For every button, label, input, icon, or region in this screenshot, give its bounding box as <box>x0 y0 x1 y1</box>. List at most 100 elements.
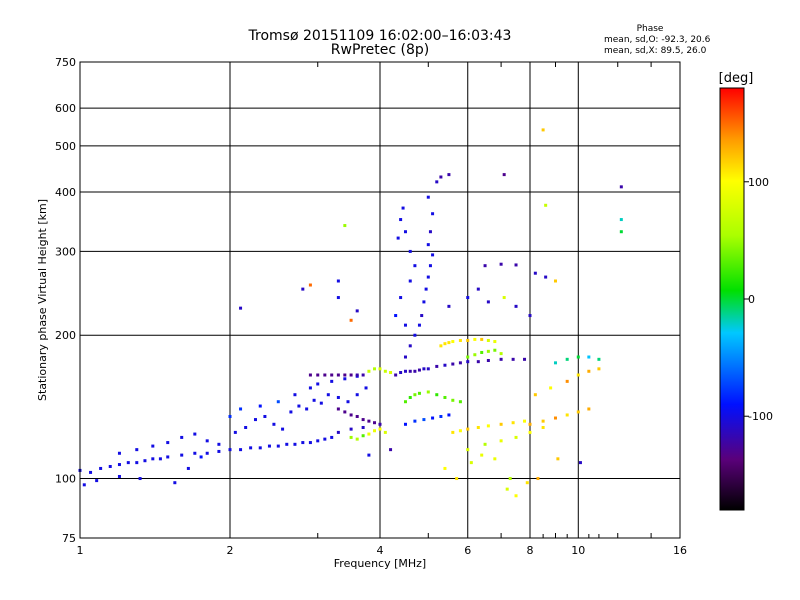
data-point <box>293 442 297 446</box>
data-point <box>367 369 371 373</box>
data-point <box>486 424 490 428</box>
data-point <box>408 369 412 373</box>
data-point <box>349 373 353 377</box>
data-point <box>326 393 330 397</box>
y-tick-label: 75 <box>62 532 76 545</box>
data-point <box>403 355 407 359</box>
data-point <box>422 418 426 422</box>
data-point <box>228 414 232 418</box>
data-point <box>373 367 377 371</box>
phase-colorbar <box>719 87 745 511</box>
data-point <box>597 357 601 361</box>
data-point <box>408 279 412 283</box>
data-point <box>383 369 387 373</box>
data-point <box>399 296 403 300</box>
data-point <box>447 341 451 345</box>
data-point <box>431 416 435 420</box>
colorbar-ticks: 100 0 -100 <box>744 176 773 423</box>
data-point <box>343 410 347 414</box>
data-point <box>233 430 237 434</box>
data-point <box>619 185 623 189</box>
data-point <box>166 441 170 445</box>
data-point <box>289 410 293 414</box>
data-point <box>316 382 320 386</box>
data-point <box>533 271 537 275</box>
data-point <box>343 224 347 228</box>
data-point <box>308 386 312 390</box>
data-point <box>466 296 470 300</box>
data-point <box>466 338 470 342</box>
data-point <box>193 451 197 455</box>
data-point <box>541 425 545 429</box>
data-point <box>428 230 432 234</box>
data-point <box>499 352 503 356</box>
data-point <box>361 418 365 422</box>
data-point <box>435 393 439 397</box>
data-point <box>217 442 221 446</box>
data-point <box>186 466 190 470</box>
data-point <box>180 453 184 457</box>
x-tick-label: 6 <box>464 544 471 557</box>
chart-title: Tromsø 20151109 16:02:00–16:03:43 <box>248 28 512 44</box>
data-point <box>301 441 305 445</box>
data-point <box>502 173 506 177</box>
data-point <box>417 391 421 395</box>
data-point <box>576 355 580 359</box>
data-point <box>166 455 170 459</box>
data-point <box>426 195 430 199</box>
data-point <box>576 373 580 377</box>
data-point <box>396 236 400 240</box>
data-point <box>205 439 209 443</box>
data-point <box>293 393 297 397</box>
data-point <box>508 477 512 481</box>
data-point <box>285 442 289 446</box>
data-point <box>466 427 470 431</box>
data-point <box>336 395 340 399</box>
data-point <box>394 373 398 377</box>
y-tick-label: 500 <box>55 140 76 153</box>
data-point <box>514 263 518 267</box>
data-point <box>426 243 430 247</box>
data-point <box>435 364 439 368</box>
grid-lines <box>80 62 680 538</box>
y-tick-label: 400 <box>55 186 76 199</box>
data-point <box>480 337 484 341</box>
data-point <box>528 314 532 318</box>
data-point <box>422 367 426 371</box>
data-point <box>267 444 271 448</box>
data-point <box>576 410 580 414</box>
data-point <box>336 407 340 411</box>
data-point <box>431 212 435 216</box>
data-point <box>556 457 560 461</box>
data-point <box>323 373 327 377</box>
data-point <box>330 379 334 383</box>
data-point <box>135 461 139 465</box>
data-point <box>301 287 305 291</box>
data-point <box>249 446 253 450</box>
data-point <box>346 400 350 404</box>
data-point <box>312 398 316 402</box>
data-point <box>361 425 365 429</box>
data-point <box>499 262 503 266</box>
colorbar-tick-label: 100 <box>748 176 769 189</box>
data-point <box>428 264 432 268</box>
phase-heading: Phase <box>637 24 664 34</box>
data-point <box>117 474 121 478</box>
data-point <box>180 435 184 439</box>
data-point <box>394 314 398 318</box>
data-point <box>451 398 455 402</box>
data-point <box>511 421 515 425</box>
chart-subtitle: RwPretec (8p) <box>331 42 429 58</box>
data-point <box>367 432 371 436</box>
data-point <box>476 425 480 429</box>
data-point <box>473 353 477 357</box>
data-point <box>239 306 243 310</box>
data-point <box>514 435 518 439</box>
data-point <box>587 355 591 359</box>
data-point <box>323 437 327 441</box>
data-point <box>528 430 532 434</box>
data-point <box>408 249 412 253</box>
data-point <box>511 357 515 361</box>
data-point <box>486 349 490 353</box>
data-point <box>244 425 248 429</box>
